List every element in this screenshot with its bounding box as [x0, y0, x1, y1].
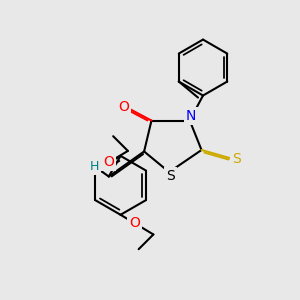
Text: H: H: [89, 160, 99, 173]
Text: S: S: [166, 169, 175, 184]
Text: O: O: [103, 155, 114, 169]
Text: S: S: [232, 152, 241, 166]
Text: O: O: [118, 100, 129, 114]
Text: N: N: [186, 109, 196, 123]
Text: O: O: [129, 216, 140, 230]
